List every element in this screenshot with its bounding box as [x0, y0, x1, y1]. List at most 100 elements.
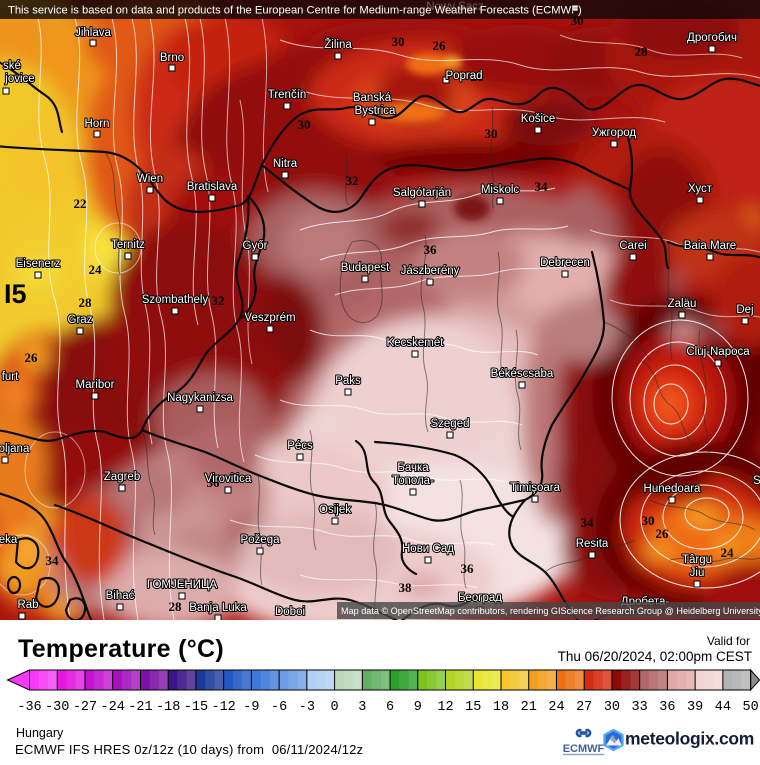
svg-text:-12: -12	[211, 700, 235, 715]
svg-text:Map data © OpenStreetMap contr: Map data © OpenStreetMap contributors, r…	[341, 606, 760, 616]
svg-text:38: 38	[399, 580, 413, 595]
svg-text:-15: -15	[184, 700, 208, 715]
svg-text:26: 26	[471, 69, 485, 84]
svg-text:28: 28	[635, 44, 649, 59]
svg-text:Salgótarján: Salgótarján	[393, 187, 451, 199]
svg-text:33: 33	[632, 700, 648, 715]
svg-text:Carei: Carei	[619, 240, 646, 252]
svg-text:Топола-: Топола-	[392, 475, 434, 487]
svg-text:24: 24	[548, 700, 564, 715]
svg-text:22: 22	[74, 196, 87, 211]
svg-text:28: 28	[169, 599, 183, 614]
svg-text:30: 30	[642, 513, 655, 528]
svg-text:Virovitica: Virovitica	[205, 473, 252, 485]
svg-text:Maribor: Maribor	[76, 379, 115, 391]
svg-text:39: 39	[687, 700, 703, 715]
svg-text:-24: -24	[101, 700, 125, 715]
svg-text:Бачка: Бачка	[397, 462, 429, 474]
svg-text:ECMWF: ECMWF	[563, 743, 605, 755]
svg-text:Zagreb: Zagreb	[104, 471, 140, 483]
svg-text:Jihlava: Jihlava	[75, 27, 111, 39]
svg-text:Graz: Graz	[68, 314, 93, 326]
svg-text:Brno: Brno	[160, 52, 184, 64]
svg-text:Horn: Horn	[85, 118, 110, 130]
svg-text:30: 30	[485, 126, 498, 141]
svg-text:Szeged: Szeged	[430, 418, 469, 430]
svg-text:Doboi: Doboi	[275, 606, 305, 618]
svg-text:Žilina: Žilina	[324, 38, 352, 51]
svg-text:18: 18	[493, 700, 509, 715]
svg-text:Ужгород: Ужгород	[592, 127, 636, 139]
svg-text:Kecskemét: Kecskemét	[387, 337, 445, 349]
svg-text:Békéscsaba: Békéscsaba	[491, 368, 554, 380]
svg-text:Veszprém: Veszprém	[244, 312, 295, 324]
svg-text:Jiu: Jiu	[690, 567, 705, 579]
svg-text:30: 30	[392, 34, 405, 49]
svg-text:21: 21	[521, 700, 537, 715]
svg-text:Bystrica: Bystrica	[355, 105, 397, 117]
svg-text:44: 44	[715, 700, 731, 715]
svg-text:-27: -27	[73, 700, 97, 715]
svg-text:Ternitz: Ternitz	[111, 239, 145, 251]
svg-text:Košice: Košice	[521, 113, 556, 125]
svg-text:Cluj-Napoca: Cluj-Napoca	[686, 346, 750, 358]
svg-text:-9: -9	[243, 700, 259, 715]
svg-text:6: 6	[386, 700, 394, 715]
svg-text:Wien: Wien	[137, 173, 163, 185]
svg-text:30: 30	[298, 117, 311, 132]
svg-text:Rab: Rab	[17, 599, 38, 611]
svg-text:jovice: jovice	[4, 73, 34, 85]
svg-text:Osijek: Osijek	[319, 504, 351, 516]
svg-text:ГОМЈЕНИЦА: ГОМЈЕНИЦА	[147, 579, 218, 591]
svg-text:32: 32	[212, 293, 225, 308]
svg-text:Timişoara: Timişoara	[510, 482, 561, 494]
svg-text:36: 36	[659, 700, 675, 715]
svg-text:3: 3	[358, 700, 366, 715]
svg-text:26: 26	[25, 350, 39, 365]
svg-text:Pécs: Pécs	[287, 440, 313, 452]
svg-text:-30: -30	[45, 700, 69, 715]
svg-text:Nagykanizsa: Nagykanizsa	[167, 392, 233, 404]
svg-text:Београд: Београд	[458, 592, 502, 604]
svg-text:meteologix.com: meteologix.com	[625, 729, 754, 749]
svg-text:36: 36	[207, 475, 221, 490]
svg-text:Paks: Paks	[335, 375, 361, 387]
svg-text:eka: eka	[0, 534, 18, 546]
svg-text:-6: -6	[271, 700, 287, 715]
svg-text:24: 24	[89, 262, 103, 277]
svg-text:Bratislava: Bratislava	[187, 181, 238, 193]
svg-text:Baia Mare: Baia Mare	[684, 240, 736, 252]
svg-text:Resita: Resita	[576, 538, 609, 550]
svg-text:Zaläu: Zaläu	[668, 298, 697, 310]
svg-text:S: S	[753, 475, 760, 487]
svg-text:26: 26	[433, 38, 447, 53]
svg-text:30: 30	[604, 700, 620, 715]
svg-text:Poprad: Poprad	[445, 70, 482, 82]
svg-text:I5: I5	[4, 279, 27, 309]
svg-text:Хуст: Хуст	[688, 183, 713, 195]
svg-text:Nitra: Nitra	[273, 158, 298, 170]
svg-text:12: 12	[437, 700, 453, 715]
svg-text:Debrecen: Debrecen	[540, 257, 590, 269]
svg-text:Дрогобич: Дрогобич	[687, 32, 737, 44]
svg-text:-3: -3	[299, 700, 315, 715]
svg-text:0: 0	[331, 700, 339, 715]
svg-text:26: 26	[656, 526, 670, 541]
svg-text:Miskolc: Miskolc	[481, 184, 520, 196]
svg-text:ské: ské	[3, 60, 21, 72]
svg-text:oljana: oljana	[0, 443, 30, 455]
svg-text:34: 34	[581, 515, 595, 530]
svg-text:28: 28	[79, 295, 93, 310]
svg-text:Jászberény: Jászberény	[401, 265, 460, 277]
svg-text:Hunedoara: Hunedoara	[644, 483, 702, 495]
svg-text:36: 36	[424, 242, 438, 257]
svg-text:Banská: Banská	[353, 92, 392, 104]
svg-text:Bihać: Bihać	[106, 590, 135, 602]
svg-text:Trenčín: Trenčín	[268, 89, 307, 101]
svg-text:-18: -18	[156, 700, 180, 715]
svg-text:36: 36	[461, 561, 475, 576]
svg-text:Szombathely: Szombathely	[142, 294, 209, 306]
svg-text:-36: -36	[17, 700, 41, 715]
svg-text:Požega: Požega	[240, 534, 280, 546]
svg-text:Нови Сад: Нови Сад	[402, 543, 454, 555]
